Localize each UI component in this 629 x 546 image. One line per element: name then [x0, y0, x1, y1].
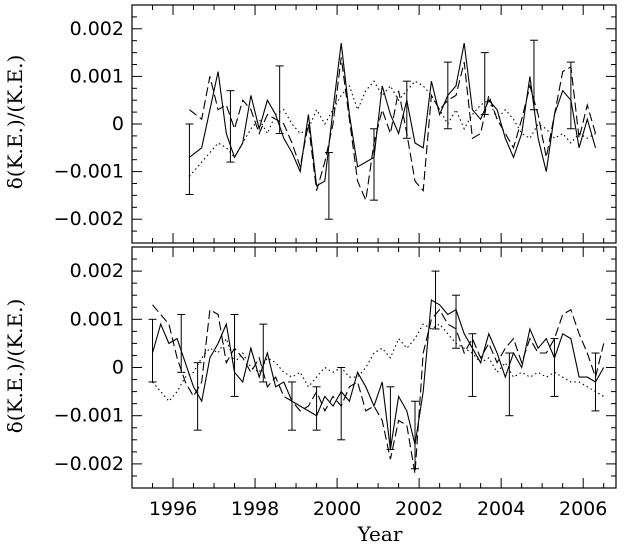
top-y-axis-label: δ(K.E.)/(K.E.): [3, 55, 27, 190]
top-series-dashed: [189, 57, 597, 203]
bottom-x-tick-label: 2002: [395, 498, 443, 520]
top-y-tick-label: 0.001: [70, 65, 124, 87]
top-y-tick-label: −0.001: [54, 161, 124, 183]
bottom-x-tick-label: 2004: [477, 498, 525, 520]
top-y-tick-label: 0: [112, 113, 124, 135]
bottom-series-dashed: [152, 304, 605, 474]
bottom-y-tick-label: −0.002: [54, 453, 124, 475]
bottom-x-tick-label: 1996: [149, 498, 197, 520]
bottom-series-solid: [151, 299, 605, 450]
bottom-x-tick-label: 1998: [231, 498, 279, 520]
bottom-y-tick-label: 0.002: [70, 260, 124, 282]
bottom-y-tick-label: −0.001: [54, 405, 124, 427]
bottom-y-axis-label: δ(K.E.)/(K.E.): [3, 299, 27, 434]
top-series-solid: [189, 42, 597, 187]
bottom-y-tick-label: 0.001: [70, 308, 124, 330]
top-panel: −0.002 −0.001 0 0.001 0.002: [54, 4, 617, 244]
bottom-x-tick-label: 2000: [313, 498, 361, 520]
x-axis-label: Year: [357, 522, 403, 546]
bottom-x-tick-label: 2006: [559, 498, 607, 520]
top-series-dotted: [188, 80, 596, 177]
top-y-tick-label: −0.002: [54, 208, 124, 230]
bottom-series-dotted: [152, 323, 604, 403]
bottom-plot-frame: [131, 246, 617, 489]
bottom-y-tick-label: 0: [112, 357, 124, 379]
top-plot-frame: [131, 4, 617, 244]
bottom-panel: −0.002 −0.001 0 0.001 0.002 1996 1998 2000 2002 2…: [54, 246, 617, 520]
top-y-tick-label: 0.002: [70, 18, 124, 40]
